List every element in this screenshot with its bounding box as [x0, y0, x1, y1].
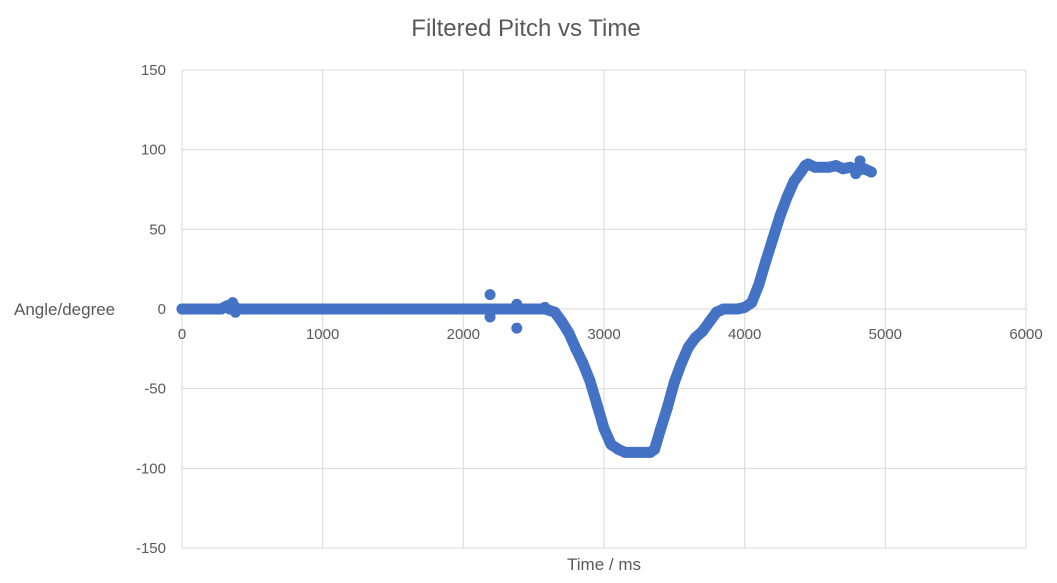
data-point	[484, 289, 496, 301]
data-point	[854, 155, 866, 167]
data-point	[176, 303, 188, 315]
data-point	[788, 176, 800, 188]
y-tick-label: 100	[141, 142, 166, 159]
series-line	[176, 158, 877, 458]
data-point	[528, 303, 540, 315]
data-point	[570, 343, 582, 355]
data-point	[591, 399, 603, 411]
data-point	[511, 322, 523, 334]
data-point	[229, 306, 241, 318]
data-point	[649, 443, 661, 455]
data-point	[675, 357, 687, 369]
data-point	[387, 303, 399, 315]
data-point	[317, 303, 329, 315]
data-point	[753, 279, 765, 291]
y-tick-label: 50	[149, 221, 166, 238]
data-point	[689, 332, 701, 344]
data-point	[598, 423, 610, 434]
x-axis-ticks: 0 1000 2000 3000 4000 5000 6000	[178, 326, 1043, 343]
data-point	[781, 191, 793, 203]
data-point	[227, 297, 239, 309]
data-point	[204, 303, 216, 315]
y-tick-label: -150	[136, 540, 166, 557]
data-point	[809, 161, 821, 173]
data-point	[774, 211, 786, 223]
x-axis-label: Time / ms	[567, 555, 641, 574]
data-point	[484, 311, 496, 323]
data-point	[668, 376, 680, 388]
data-point	[260, 303, 272, 315]
y-tick-label: -50	[144, 381, 166, 398]
data-point	[511, 298, 523, 310]
data-point	[865, 166, 877, 178]
data-point	[654, 424, 666, 436]
data-point	[704, 316, 715, 328]
x-tick-label: 0	[178, 326, 186, 343]
data-point	[746, 297, 758, 309]
data-point	[696, 325, 708, 337]
y-tick-label: -100	[136, 460, 166, 477]
x-tick-label: 1000	[306, 326, 339, 343]
x-tick-label: 5000	[869, 326, 902, 343]
x-tick-label: 2000	[447, 326, 480, 343]
y-tick-label: 150	[141, 62, 166, 79]
data-point	[718, 303, 730, 315]
chart-title: Filtered Pitch vs Time	[411, 15, 640, 42]
x-tick-label: 6000	[1009, 326, 1042, 343]
data-point	[850, 168, 862, 180]
y-axis-label: Angle/degree	[14, 300, 115, 319]
data-point	[661, 402, 673, 414]
data-point	[577, 357, 589, 369]
data-point	[556, 316, 568, 328]
series-pitch	[176, 155, 877, 458]
y-axis-ticks: -150 -100 -50 0 50 100 150	[136, 62, 166, 557]
data-point	[760, 255, 772, 267]
data-point	[584, 375, 596, 387]
grid	[181, 69, 1027, 549]
data-point	[619, 446, 631, 458]
data-point	[563, 327, 575, 339]
data-point	[633, 446, 645, 458]
x-tick-label: 4000	[728, 326, 761, 343]
data-point	[457, 303, 469, 315]
data-point	[549, 306, 561, 318]
data-point	[682, 341, 694, 353]
data-point	[500, 303, 512, 315]
data-point	[767, 233, 779, 245]
y-tick-label: 0	[158, 301, 166, 318]
x-tick-label: 3000	[587, 326, 620, 343]
data-point	[539, 301, 551, 313]
